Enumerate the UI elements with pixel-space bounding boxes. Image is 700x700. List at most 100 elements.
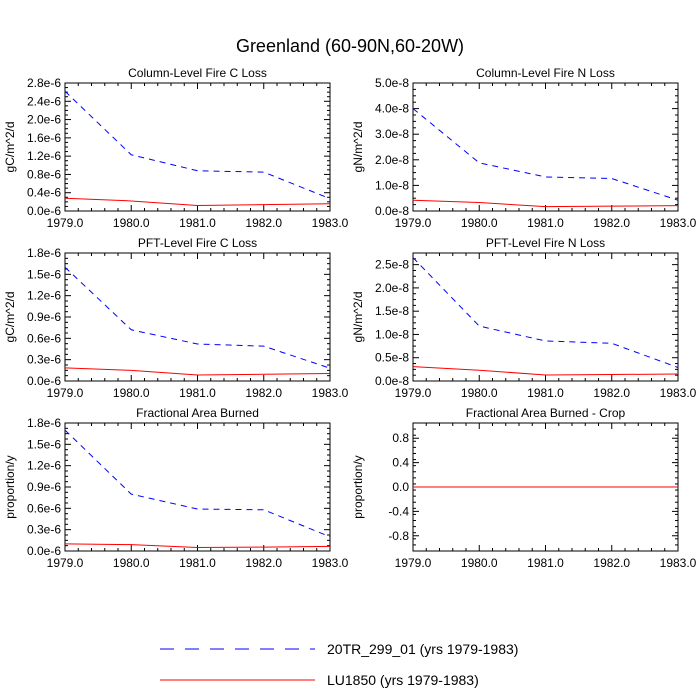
series-line-20tr xyxy=(64,429,331,538)
y-tick-label: 0.0e-8 xyxy=(375,374,409,388)
x-tick-label: 1980.0 xyxy=(461,556,498,570)
legend-label-20tr: 20TR_299_01 (yrs 1979-1983) xyxy=(327,641,518,657)
y-tick-label: 5.0e-8 xyxy=(375,76,409,90)
y-tick-label: 1.5e-6 xyxy=(27,437,61,451)
x-tick-label: 1979.0 xyxy=(395,556,432,570)
x-tick-label: 1983.0 xyxy=(660,216,697,230)
x-tick-label: 1979.0 xyxy=(395,386,432,400)
y-tick-label: 0.4 xyxy=(392,456,409,470)
x-tick-label: 1981.0 xyxy=(527,556,564,570)
y-tick-label: 0.8 xyxy=(392,431,409,445)
y-tick-label: 0.6e-6 xyxy=(27,331,61,345)
y-tick-label: 0.6e-6 xyxy=(27,501,61,515)
series-line-20tr xyxy=(64,266,331,369)
x-tick-label: 1980.0 xyxy=(461,386,498,400)
chart-panel: Fractional Area Burned proportion/y 1979.0… xyxy=(3,406,349,570)
panel-title: Column-Level Fire N Loss xyxy=(476,66,615,80)
x-tick-label: 1980.0 xyxy=(113,556,150,570)
x-tick-label: 1981.0 xyxy=(527,386,564,400)
y-tick-label: 0.4e-6 xyxy=(27,186,61,200)
x-tick-label: 1979.0 xyxy=(47,556,84,570)
chart-panel: Fractional Area Burned - Crop proportion/… xyxy=(351,406,697,570)
x-tick-label: 1982.0 xyxy=(593,216,630,230)
y-tick-label: 1.5e-8 xyxy=(375,304,409,318)
y-tick-label: 1.0e-8 xyxy=(375,327,409,341)
y-tick-label: -0.4 xyxy=(388,504,409,518)
plot-frame xyxy=(412,82,679,212)
chart-panel: PFT-Level Fire N Loss gN/m^2/d 1979.0 1980.… xyxy=(351,236,697,400)
y-axis-label: gC/m^2/d xyxy=(3,292,17,343)
legend: 20TR_299_01 (yrs 1979-1983) LU1850 (yrs … xyxy=(160,641,518,688)
x-tick-label: 1982.0 xyxy=(245,556,282,570)
y-tick-label: 0.0e-8 xyxy=(375,204,409,218)
plot-frame xyxy=(412,252,679,382)
series-line-20tr xyxy=(412,257,679,368)
y-tick-label: 1.6e-6 xyxy=(27,131,61,145)
y-tick-label: 0.3e-6 xyxy=(27,353,61,367)
y-axis-label: proportion/y xyxy=(351,455,365,518)
x-tick-label: 1982.0 xyxy=(593,556,630,570)
chart-panel: Column-Level Fire N Loss gN/m^2/d 1979.0 19… xyxy=(351,66,697,230)
x-tick-label: 1980.0 xyxy=(113,386,150,400)
x-tick-label: 1979.0 xyxy=(47,386,84,400)
y-tick-label: 4.0e-8 xyxy=(375,102,409,116)
panel-title: Column-Level Fire C Loss xyxy=(128,66,267,80)
x-tick-label: 1981.0 xyxy=(527,216,564,230)
y-axis-label: gN/m^2/d xyxy=(351,292,365,343)
x-tick-label: 1982.0 xyxy=(593,386,630,400)
y-tick-label: -0.8 xyxy=(388,529,409,543)
x-tick-label: 1983.0 xyxy=(312,216,349,230)
y-tick-label: 2.8e-6 xyxy=(27,76,61,90)
x-tick-label: 1983.0 xyxy=(660,386,697,400)
x-tick-label: 1979.0 xyxy=(395,216,432,230)
plot-frame xyxy=(64,82,331,212)
y-axis-label: gC/m^2/d xyxy=(3,122,17,173)
x-tick-label: 1981.0 xyxy=(179,386,216,400)
y-tick-label: 1.2e-6 xyxy=(27,459,61,473)
x-tick-label: 1980.0 xyxy=(113,216,150,230)
series-line-lu1850 xyxy=(412,199,679,208)
y-tick-label: 2.0e-8 xyxy=(375,281,409,295)
y-tick-label: 2.0e-8 xyxy=(375,153,409,167)
y-tick-label: 0.5e-8 xyxy=(375,351,409,365)
y-tick-label: 0.0e-6 xyxy=(27,204,61,218)
y-tick-label: 2.4e-6 xyxy=(27,94,61,108)
panels-grid: Column-Level Fire C Loss gC/m^2/d 1979.0 19… xyxy=(3,66,697,570)
legend-label-lu1850: LU1850 (yrs 1979-1983) xyxy=(327,672,479,688)
x-tick-label: 1983.0 xyxy=(660,556,697,570)
chart-panel: Column-Level Fire C Loss gC/m^2/d 1979.0 19… xyxy=(3,66,349,230)
series-line-lu1850 xyxy=(412,366,679,376)
y-axis-label: proportion/y xyxy=(3,455,17,518)
chart-panel: PFT-Level Fire C Loss gC/m^2/d 1979.0 1980.… xyxy=(3,236,349,400)
panel-title: PFT-Level Fire C Loss xyxy=(138,236,257,250)
x-tick-label: 1979.0 xyxy=(47,216,84,230)
series-line-20tr xyxy=(64,90,331,200)
x-tick-label: 1982.0 xyxy=(245,386,282,400)
panel-title: Fractional Area Burned - Crop xyxy=(466,406,626,420)
y-axis-label: gN/m^2/d xyxy=(351,122,365,173)
figure-title: Greenland (60-90N,60-20W) xyxy=(236,36,464,56)
y-tick-label: 1.0e-8 xyxy=(375,178,409,192)
y-tick-label: 0.0 xyxy=(392,480,409,494)
x-tick-label: 1983.0 xyxy=(312,386,349,400)
plot-frame xyxy=(64,422,331,552)
y-tick-label: 0.3e-6 xyxy=(27,523,61,537)
series-line-20tr xyxy=(412,108,679,201)
y-tick-label: 2.5e-8 xyxy=(375,258,409,272)
series-line-lu1850 xyxy=(64,197,331,207)
series-line-lu1850 xyxy=(64,543,331,548)
y-tick-label: 2.0e-6 xyxy=(27,113,61,127)
y-tick-label: 0.8e-6 xyxy=(27,167,61,181)
panel-title: PFT-Level Fire N Loss xyxy=(486,236,605,250)
y-tick-label: 0.0e-6 xyxy=(27,544,61,558)
x-tick-label: 1982.0 xyxy=(245,216,282,230)
y-tick-label: 1.5e-6 xyxy=(27,267,61,281)
y-tick-label: 1.8e-6 xyxy=(27,246,61,260)
y-tick-label: 1.8e-6 xyxy=(27,416,61,430)
x-tick-label: 1981.0 xyxy=(179,216,216,230)
y-tick-label: 1.2e-6 xyxy=(27,289,61,303)
y-tick-label: 0.9e-6 xyxy=(27,480,61,494)
panel-title: Fractional Area Burned xyxy=(136,406,259,420)
series-line-lu1850 xyxy=(64,367,331,376)
